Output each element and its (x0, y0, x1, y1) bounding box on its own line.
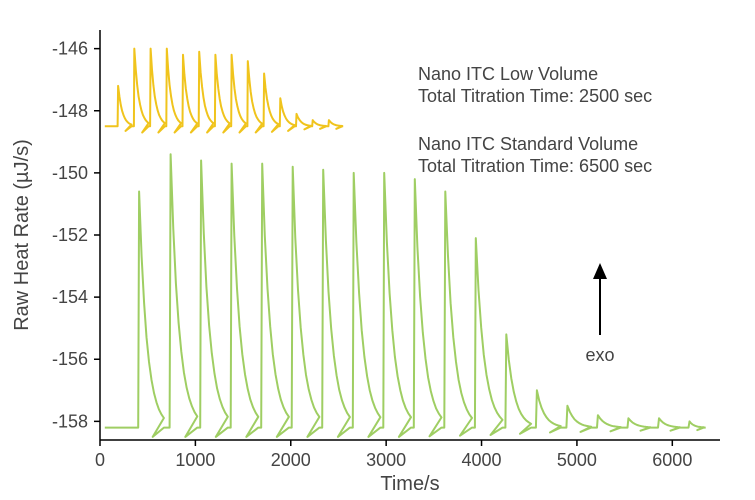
itc-chart: 0 1000 2000 3000 4000 5000 6000 -158 -156 -154 -15… (0, 0, 755, 500)
x-tick-label: 0 (95, 450, 105, 470)
x-tick-label: 4000 (462, 450, 502, 470)
y-tick-label: -150 (52, 163, 88, 183)
y-tick-label: -146 (52, 39, 88, 59)
y-tick-label: -148 (52, 101, 88, 121)
exo-label: exo (585, 345, 614, 365)
annotation-std-line2: Total Titration Time: 6500 sec (418, 156, 652, 176)
x-tick-label: 5000 (557, 450, 597, 470)
y-tick-label: -154 (52, 287, 88, 307)
x-tick-label: 2000 (271, 450, 311, 470)
plot-bg (0, 0, 755, 500)
chart-svg: 0 1000 2000 3000 4000 5000 6000 -158 -156 -154 -15… (0, 0, 755, 500)
annotation-std-line1: Nano ITC Standard Volume (418, 134, 638, 154)
y-axis-label: Raw Heat Rate (µJ/s) (11, 139, 33, 331)
y-tick-label: -156 (52, 349, 88, 369)
x-axis-label: Time/s (380, 473, 439, 495)
x-tick-label: 6000 (652, 450, 692, 470)
x-tick-label: 3000 (366, 450, 406, 470)
y-tick-label: -158 (52, 411, 88, 431)
annotation-low-line1: Nano ITC Low Volume (418, 64, 598, 84)
x-tick-label: 1000 (175, 450, 215, 470)
annotation-low-line2: Total Titration Time: 2500 sec (418, 86, 652, 106)
y-tick-label: -152 (52, 225, 88, 245)
